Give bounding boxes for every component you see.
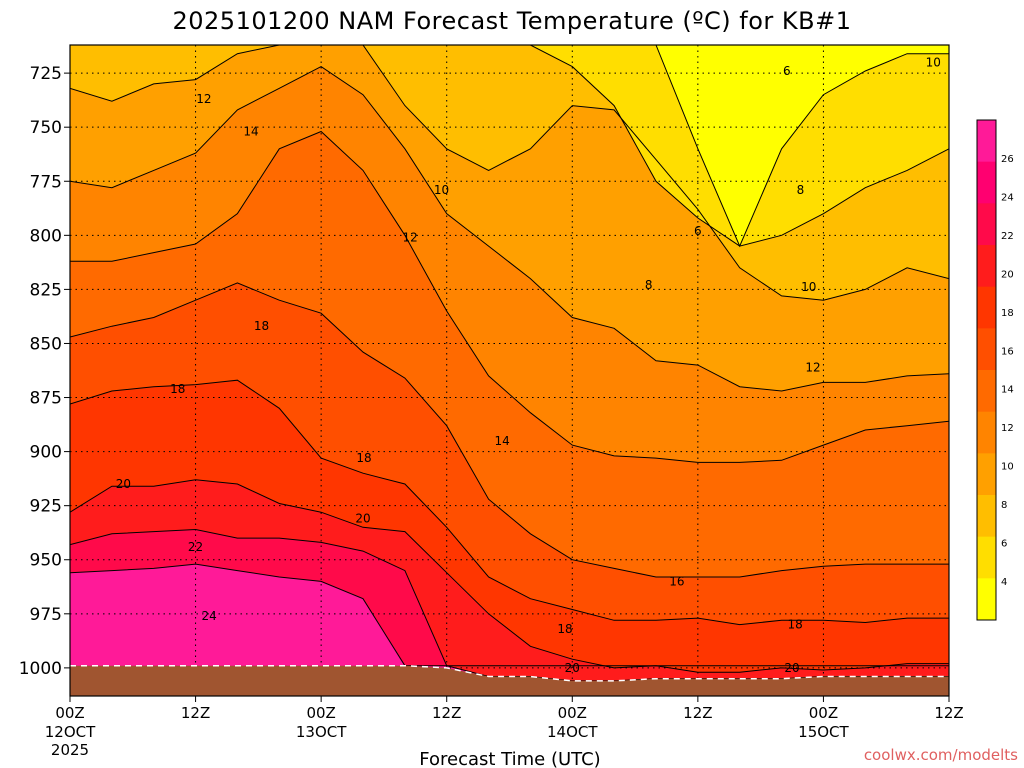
contour-label-10: 10: [434, 183, 449, 197]
colorbar-swatch-10: [977, 536, 996, 579]
y-tick-label-900: 900: [30, 443, 62, 463]
y-tick-label-950: 950: [30, 551, 62, 571]
chart-title: 2025101200 NAM Forecast Temperature (ºC)…: [172, 7, 851, 35]
colorbar: 26 24 22 20 18 16 14 12 10 8 6 4: [976, 119, 1014, 621]
contour-label-18: 18: [788, 618, 803, 632]
isotherm-18: [70, 379, 949, 626]
isotherm-10: [70, 45, 949, 301]
x-tick-label-7: 12Z: [934, 704, 963, 722]
colorbar-tick-24: 24: [1001, 192, 1014, 203]
plot-frame: [69, 44, 950, 697]
colorbar-tick-26: 26: [1001, 154, 1014, 165]
colorbar-tick-14: 14: [1001, 385, 1014, 396]
x-tick-label-3: 12Z: [432, 704, 461, 722]
contour-labels: 12 14 10 12 18 18 14 18 20 20 22 16 24 18 18 20 20 6 10 8 6 8…: [116, 55, 941, 675]
colorbar-swatch-4: [977, 286, 996, 329]
contour-label-12: 12: [196, 92, 211, 106]
contour-label-22: 22: [188, 540, 203, 554]
colorbar-swatch-9: [977, 495, 996, 538]
colorbar-swatch-2: [977, 203, 996, 246]
surface-line: [70, 664, 949, 682]
x-tick-date-2: 13OCT: [296, 723, 347, 741]
y-tick-label-750: 750: [30, 118, 62, 138]
colorbar-tick-4: 4: [1001, 577, 1007, 588]
isotherm-layer: [70, 45, 949, 682]
contour-label-18: 18: [254, 319, 269, 333]
y-tick-label-775: 775: [30, 172, 62, 192]
x-tick-date-4: 14OCT: [547, 723, 598, 741]
isotherm-12: [70, 66, 949, 392]
ground-terrain: [70, 664, 949, 696]
y-tick-label-975: 975: [30, 605, 62, 625]
x-tick-year-0: 2025: [51, 741, 89, 759]
contour-label-20: 20: [565, 661, 580, 675]
isotherm-6: [70, 45, 949, 248]
colorbar-swatch-8: [977, 453, 996, 496]
colorbar-tick-10: 10: [1001, 462, 1014, 473]
colorbar-frame: [976, 119, 997, 621]
ground-fill: [70, 665, 949, 696]
contour-label-12: 12: [805, 360, 820, 374]
x-tick-label-6: 00Z: [809, 704, 838, 722]
y-tick-label-925: 925: [30, 497, 62, 517]
x-tick-label-2: 00Z: [306, 704, 335, 722]
contour-label-8: 8: [645, 278, 653, 292]
colorbar-tick-20: 20: [1001, 269, 1014, 280]
colorbar-swatch-3: [977, 245, 996, 288]
colorbar-swatch-0: [977, 120, 996, 163]
colorbar-tick-8: 8: [1001, 500, 1007, 511]
contour-label-18: 18: [356, 451, 371, 465]
contour-label-14: 14: [495, 434, 510, 448]
contour-label-18: 18: [170, 382, 185, 396]
y-tick-label-1000: 1000: [19, 659, 62, 679]
x-tick-label-1: 12Z: [181, 704, 210, 722]
y-tick-label-825: 825: [30, 280, 62, 300]
contour-label-20: 20: [784, 661, 799, 675]
colorbar-swatch-1: [977, 161, 996, 204]
contour-label-24: 24: [202, 609, 217, 623]
isotherm-24: [70, 563, 949, 667]
contour-label-20: 20: [355, 512, 370, 526]
credit-text: coolwx.com/modelts: [864, 746, 1018, 764]
contour-label-12: 12: [402, 230, 417, 244]
temperature-fill-layer: [70, 45, 949, 696]
colorbar-swatch-7: [977, 411, 996, 454]
colorbar-tick-18: 18: [1001, 308, 1014, 319]
contour-label-8: 8: [797, 183, 805, 197]
contour-label-18: 18: [557, 622, 572, 636]
colorbar-tick-22: 22: [1001, 231, 1014, 242]
dotted-grid: [70, 45, 950, 696]
y-tick-label-725: 725: [30, 64, 62, 84]
y-tick-label-800: 800: [30, 226, 62, 246]
x-tick-date-0: 12OCT: [45, 723, 96, 741]
contour-label-10: 10: [801, 280, 816, 294]
contour-label-6: 6: [783, 64, 791, 78]
colorbar-swatch-6: [977, 370, 996, 413]
contour-label-16: 16: [669, 574, 684, 588]
colorbar-tick-12: 12: [1001, 423, 1014, 434]
x-tick-label-5: 12Z: [683, 704, 712, 722]
fill-band-6: [70, 45, 949, 247]
isotherm-8: [70, 45, 949, 247]
colorbar-tick-16: 16: [1001, 346, 1014, 357]
x-tick-date-6: 15OCT: [798, 723, 849, 741]
y-tick-label-875: 875: [30, 389, 62, 409]
colorbar-swatch-5: [977, 328, 996, 371]
contour-label-6: 6: [694, 224, 702, 238]
contour-label-20: 20: [116, 477, 131, 491]
contour-label-10: 10: [926, 55, 941, 69]
y-tick-label-850: 850: [30, 334, 62, 354]
x-axis-label: Forecast Time (UTC): [419, 749, 600, 768]
colorbar-tick-6: 6: [1001, 539, 1007, 550]
contour-label-14: 14: [243, 125, 258, 139]
isotherm-20: [70, 479, 949, 673]
isotherm-14: [70, 130, 949, 463]
pressure-axis: 725 750 775 800 825 850 875 900 925 950 975 1000: [19, 64, 70, 679]
isotherm-16: [70, 282, 949, 578]
x-tick-label-0: 00Z: [55, 704, 84, 722]
colorbar-swatch-11: [977, 578, 996, 621]
x-tick-label-4: 00Z: [558, 704, 587, 722]
